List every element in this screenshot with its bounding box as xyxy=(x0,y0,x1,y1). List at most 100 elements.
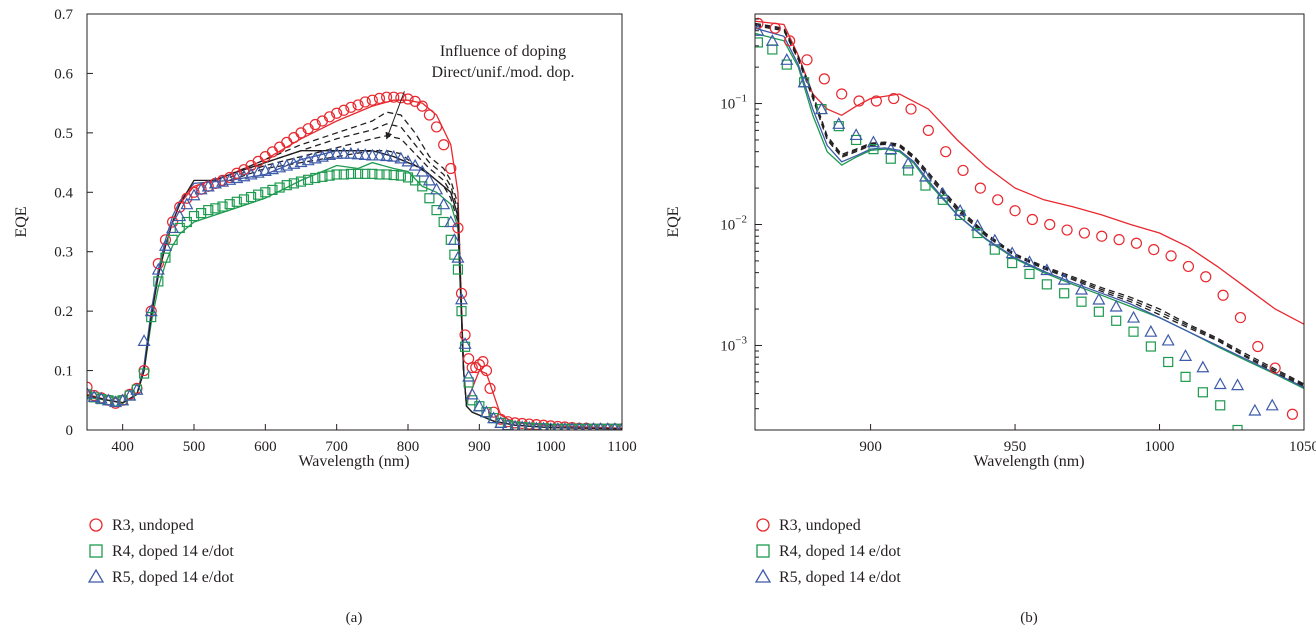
data-point-circle xyxy=(402,93,414,105)
data-point-triangle xyxy=(144,304,158,317)
panel-a-legend-item-r5: R5, doped 14 e/dot xyxy=(87,568,234,586)
data-point-circle xyxy=(323,111,336,123)
data-point-square xyxy=(188,210,200,222)
data-point-circle xyxy=(459,329,471,341)
data-point-square xyxy=(410,175,421,186)
data-point-triangle xyxy=(988,233,1002,246)
data-point-square xyxy=(367,168,378,179)
panel-b-label: (b) xyxy=(1020,610,1038,626)
data-point-circle xyxy=(281,136,293,148)
data-point-circle xyxy=(423,109,435,121)
data-point-square xyxy=(310,172,321,184)
data-point-triangle xyxy=(454,292,469,305)
data-point-triangle xyxy=(380,149,394,162)
data-point-circle xyxy=(174,201,186,213)
data-point-square xyxy=(295,176,307,187)
panel-b-frame xyxy=(754,13,1305,431)
data-point-triangle xyxy=(574,422,584,430)
data-point-square xyxy=(388,169,399,181)
legend-marker-circle xyxy=(89,518,103,532)
data-point-circle xyxy=(181,192,193,204)
data-point-triangle xyxy=(472,399,486,412)
data-point-square xyxy=(417,181,428,192)
data-point-square xyxy=(424,193,435,204)
data-point-triangle xyxy=(1057,272,1071,285)
panel-b-x-axis-title: Wavelength (nm) xyxy=(973,453,1084,470)
data-point-square xyxy=(1024,268,1035,280)
data-point-circle xyxy=(1113,234,1125,246)
legend-label: R4, doped 14 e/dot xyxy=(112,543,234,560)
data-point-square xyxy=(868,144,879,155)
model-line-black-dashed xyxy=(755,22,1304,385)
data-point-circle xyxy=(473,359,485,371)
data-point-triangle xyxy=(617,422,622,430)
data-point-triangle xyxy=(130,382,144,395)
data-point-square xyxy=(267,184,278,196)
data-point-square xyxy=(1007,257,1018,269)
data-point-square xyxy=(381,169,392,180)
data-point-square xyxy=(1163,356,1174,368)
data-point-circle xyxy=(455,287,468,299)
data-point-triangle xyxy=(87,389,101,402)
data-point-triangle xyxy=(524,420,535,430)
data-point-square xyxy=(231,196,242,207)
y-tick-label: 0 xyxy=(66,423,74,439)
data-point-circle xyxy=(1044,218,1056,231)
data-point-circle xyxy=(167,216,179,228)
data-point-circle xyxy=(1096,230,1108,242)
data-point-circle xyxy=(438,139,450,151)
model-line-black-dashed xyxy=(755,23,1304,386)
y-tick-label: 0.7 xyxy=(54,7,73,23)
data-point-triangle xyxy=(509,419,521,430)
data-point-square xyxy=(1059,288,1070,299)
data-point-circle xyxy=(1200,271,1212,283)
panel-b-legend: R3, undoped R4, doped 14 e/dot R5, doped… xyxy=(754,517,901,586)
panel-a: 400 500 600 700 800 900 1000 1100 0 0.1 0.2 0.3 0.4 0… xyxy=(13,7,637,626)
legend-marker-triangle xyxy=(754,568,772,583)
data-point-square xyxy=(317,171,328,182)
data-point-circle xyxy=(1078,227,1091,239)
data-point-triangle xyxy=(901,156,915,169)
data-point-triangle xyxy=(1040,263,1054,276)
data-point-circle xyxy=(359,96,371,108)
data-point-square xyxy=(288,178,299,189)
y-tick-label: 0.6 xyxy=(54,66,73,82)
data-point-square xyxy=(456,306,467,317)
data-point-circle xyxy=(1165,250,1177,262)
data-point-circle xyxy=(366,94,378,106)
data-point-circle xyxy=(231,167,243,179)
data-point-square xyxy=(324,170,335,181)
data-point-triangle xyxy=(462,369,476,382)
data-point-circle xyxy=(470,362,482,374)
data-point-square xyxy=(1076,296,1087,307)
data-point-triangle xyxy=(323,148,337,160)
data-point-triangle xyxy=(422,173,436,186)
x-tick-label: 1000 xyxy=(1145,439,1175,455)
legend-marker-triangle xyxy=(87,568,105,583)
data-point-triangle xyxy=(765,34,779,46)
model-line-black-solid xyxy=(87,150,622,430)
data-point-square xyxy=(338,169,349,180)
panel-b-legend-item-r3: R3, undoped xyxy=(756,517,861,534)
data-point-circle xyxy=(338,104,350,116)
data-point-square xyxy=(972,227,983,239)
data-point-circle xyxy=(1148,244,1160,256)
data-point-triangle xyxy=(372,148,386,161)
data-point-square xyxy=(196,207,207,219)
data-point-square xyxy=(374,169,385,180)
data-point-square xyxy=(260,187,271,198)
data-point-square xyxy=(1180,371,1191,382)
legend-label: R3, undoped xyxy=(779,517,861,534)
data-point-circle xyxy=(445,162,457,175)
panel-a-annotation-line-1: Influence of doping xyxy=(440,43,566,60)
data-point-triangle xyxy=(1231,378,1245,391)
data-point-triangle xyxy=(596,422,605,430)
data-point-square xyxy=(1232,424,1243,430)
data-point-square xyxy=(438,216,449,228)
data-point-triangle xyxy=(1022,255,1037,268)
panel-a-label: (a) xyxy=(346,610,363,626)
data-point-square xyxy=(167,234,178,245)
data-point-triangle xyxy=(337,146,351,159)
data-point-circle xyxy=(309,118,321,131)
data-point-circle xyxy=(1234,311,1247,324)
